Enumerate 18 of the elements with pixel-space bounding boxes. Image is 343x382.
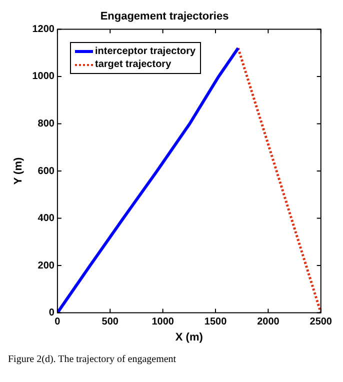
chart-title: Engagement trajectories — [100, 10, 229, 23]
y-tick-label: 600 — [38, 166, 55, 177]
x-tick-label: 1500 — [204, 316, 228, 328]
caption: Figure 2(d). The trajectory of engagement — [8, 354, 178, 365]
y-tick-label: 1200 — [32, 24, 55, 35]
x-tick-label: 500 — [102, 316, 119, 328]
y-tick-label: 0 — [48, 308, 55, 319]
y-tick-label: 800 — [38, 118, 55, 130]
y-tick-label: 1000 — [32, 71, 55, 82]
y-tick-label: 400 — [38, 213, 55, 224]
x-tick-label: 1000 — [152, 316, 174, 328]
legend-label: interceptor trajectory — [95, 45, 196, 58]
legend-label: target trajectory — [95, 58, 172, 71]
y-tick-label: 200 — [38, 260, 55, 272]
x-tick-label: 2000 — [257, 316, 280, 328]
x-axis-title: X (m) — [175, 331, 204, 344]
y-axis-title: Y (m) — [12, 157, 25, 185]
x-tick-label: 2500 — [310, 316, 332, 328]
